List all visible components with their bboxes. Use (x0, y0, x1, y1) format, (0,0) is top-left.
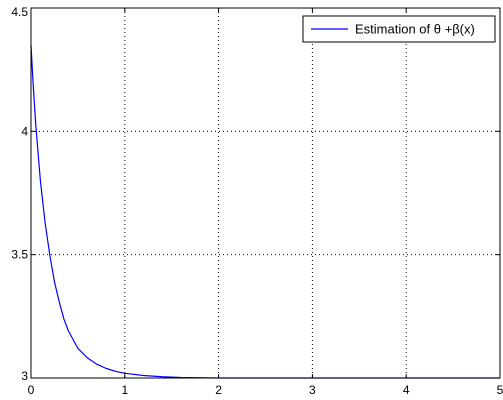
x-tick-label: 0 (28, 383, 35, 397)
legend-label: Estimation of θ +β(x) (355, 22, 475, 37)
axis-ticks: 0 1 2 3 4 5 3 3.5 4 4.5 (11, 5, 503, 397)
plot-area (31, 8, 500, 378)
x-tick-label: 4 (403, 383, 410, 397)
y-tick-label: 3 (21, 369, 28, 383)
x-tick-label: 3 (309, 383, 316, 397)
y-tick-label: 3.5 (11, 248, 28, 262)
x-tick-label: 1 (121, 383, 128, 397)
y-tick-label: 4 (21, 124, 28, 138)
y-tick-label: 4.5 (11, 5, 28, 19)
x-tick-label: 5 (497, 383, 503, 397)
plot-frame (30, 7, 501, 379)
x-tick-label: 2 (215, 383, 222, 397)
grid-lines (31, 8, 500, 378)
legend: Estimation of θ +β(x) (302, 15, 496, 43)
